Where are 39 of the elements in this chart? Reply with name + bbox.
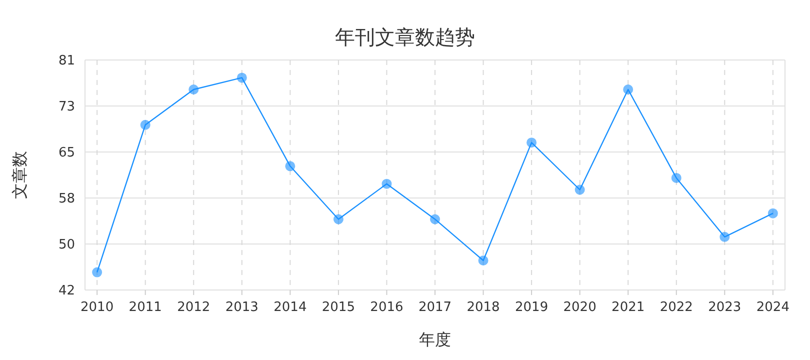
point — [285, 161, 296, 172]
x-tick-label: 2013 — [225, 300, 258, 315]
point — [333, 214, 344, 224]
x-tick-label: 2023 — [708, 300, 742, 315]
point — [671, 172, 682, 183]
point — [236, 72, 247, 83]
point — [430, 214, 440, 224]
x-tick-label: 2020 — [563, 300, 596, 315]
point — [382, 178, 392, 189]
y-tick-label: 73 — [58, 100, 75, 114]
y-tick-label: 50 — [58, 238, 75, 252]
x-tick-label: 2017 — [418, 300, 452, 315]
point — [92, 267, 102, 278]
x-tick-label: 2021 — [612, 300, 645, 315]
x-tick-label: 2015 — [322, 300, 355, 315]
point — [623, 84, 634, 94]
x-tick-label: 2010 — [80, 300, 114, 315]
y-tick-label: 58 — [58, 192, 75, 206]
x-tick-label: 2022 — [660, 300, 693, 315]
chart-title: 年刊文章数趋势 — [335, 25, 475, 49]
point — [768, 208, 778, 218]
y-tick-label: 65 — [58, 146, 75, 160]
point — [140, 120, 150, 130]
x-tick-label: 2018 — [466, 300, 500, 315]
y-tick-label: 42 — [58, 284, 75, 298]
point — [478, 256, 488, 266]
x-tick-label: 2011 — [128, 300, 162, 315]
x-tick-label: 2019 — [515, 300, 548, 315]
point — [188, 84, 199, 94]
point — [574, 184, 585, 195]
y-axis-title: 文章数 — [10, 151, 29, 199]
point — [720, 232, 730, 242]
x-tick-label: 2014 — [274, 300, 307, 315]
x-axis-title: 年度 — [419, 330, 451, 349]
y-tick-label: 81 — [58, 54, 75, 68]
x-tick-label: 2024 — [756, 300, 790, 315]
x-tick-label: 2016 — [370, 300, 404, 315]
point — [526, 138, 537, 148]
x-tick-label: 2012 — [177, 300, 210, 315]
